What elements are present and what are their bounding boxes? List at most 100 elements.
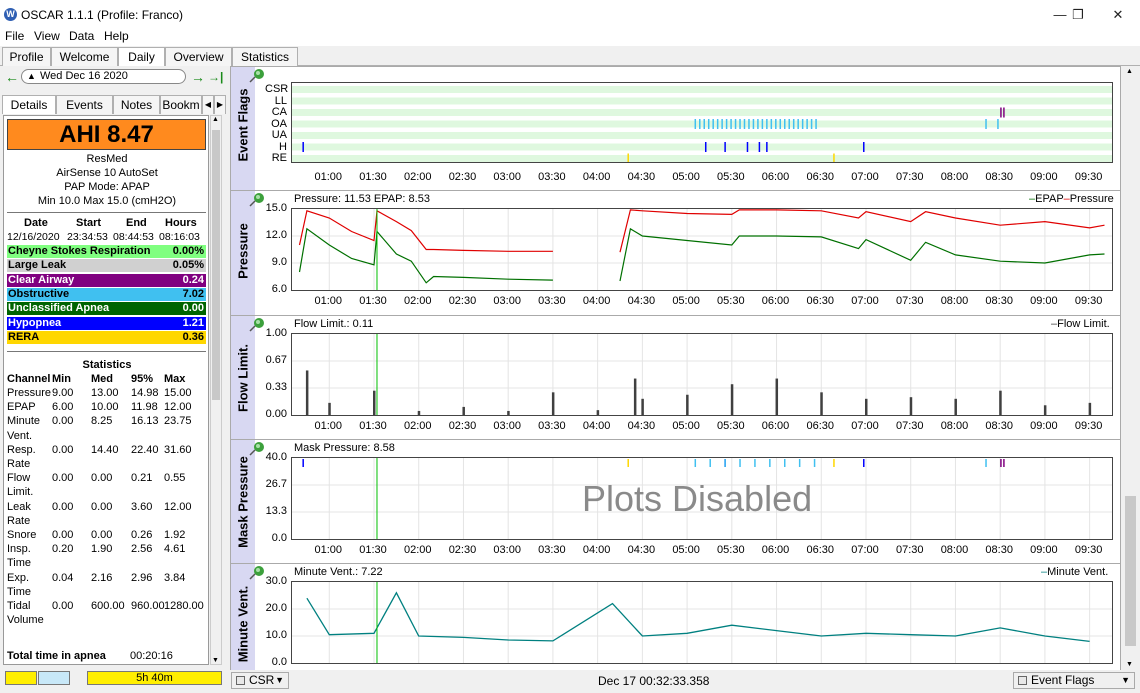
- session-header-hours: Hours: [165, 217, 197, 229]
- pin-icon[interactable]: [249, 565, 266, 580]
- flow-limit-graph[interactable]: Flow Limit. Flow Limit.: 0.11 ‒Flow Limi…: [231, 316, 1120, 440]
- menu-file[interactable]: File: [5, 29, 25, 43]
- checkbox-icon[interactable]: [1018, 676, 1027, 685]
- y-tick-label: 12.0: [265, 229, 287, 241]
- timeline-segment[interactable]: [38, 671, 70, 685]
- event-mark: [730, 119, 732, 129]
- x-tick-label: 04:00: [582, 171, 611, 183]
- session-header-end: End: [126, 217, 147, 229]
- scroll-up-icon[interactable]: ▲: [1126, 68, 1133, 75]
- stats-channel: Rate: [7, 514, 31, 527]
- timeline-segment[interactable]: [5, 671, 37, 685]
- graphs-scrollbar[interactable]: ▲ ▼: [1123, 66, 1138, 670]
- x-tick-label: 04:30: [627, 295, 656, 307]
- minimize-button[interactable]: —: [1053, 7, 1067, 22]
- scroll-thumb[interactable]: [212, 130, 220, 400]
- event-flags-plot[interactable]: [291, 82, 1113, 163]
- tab-scroll-right-icon[interactable]: ▶: [214, 95, 226, 114]
- close-button[interactable]: ✕: [1112, 7, 1124, 22]
- event-mark: [801, 119, 804, 129]
- mask-pressure-plot[interactable]: Plots Disabled: [291, 457, 1113, 540]
- series-line-pressure: [298, 209, 1105, 253]
- stats-channel: Volume: [7, 614, 44, 627]
- x-tick-label: 06:30: [806, 295, 835, 307]
- pin-icon[interactable]: [249, 317, 266, 332]
- y-tick-label: 30.0: [265, 575, 287, 587]
- x-tick-label: 09:30: [1074, 420, 1103, 432]
- flow-limit-legend: ‒Flow Limit.: [1051, 318, 1110, 330]
- tab-bookmarks[interactable]: Bookm: [160, 95, 202, 114]
- x-tick-label: 04:30: [627, 544, 656, 556]
- legend-pressure: Pressure: [1069, 193, 1114, 205]
- stats-p95: 0.21: [131, 472, 153, 485]
- x-tick-label: 02:00: [403, 420, 432, 432]
- tab-overview[interactable]: Overview: [165, 47, 232, 66]
- minute-vent-graph[interactable]: Minute Vent. Minute Vent.: 7.22 ‒Minute …: [231, 564, 1120, 670]
- flow-limit-bar: [686, 394, 689, 415]
- stats-p95: 16.13: [131, 415, 159, 428]
- next-day-icon[interactable]: →: [191, 69, 205, 85]
- graph-select-combo[interactable]: CSR ▼: [231, 672, 289, 689]
- stats-channel: Exp.: [7, 571, 30, 584]
- event-label: Hypopnea: [8, 316, 62, 329]
- pin-icon[interactable]: [249, 441, 266, 456]
- flow-limit-bar: [1043, 405, 1047, 415]
- tab-scroll-left-icon[interactable]: ◀: [202, 95, 214, 114]
- stats-channel: Time: [7, 557, 32, 570]
- prev-day-icon[interactable]: ←: [5, 69, 19, 85]
- scroll-down-icon[interactable]: ▼: [212, 657, 219, 664]
- y-tick-label: 0.00: [265, 408, 287, 420]
- event-mark: [863, 142, 865, 152]
- event-mark: [758, 142, 761, 152]
- details-scrollbar[interactable]: ▲ ▼: [210, 115, 222, 665]
- mask-pressure-ylabel: Mask Pressure: [235, 456, 251, 548]
- x-tick-label: 02:30: [448, 544, 477, 556]
- x-tick-label: 01:30: [359, 420, 387, 432]
- event-mark: [863, 459, 865, 467]
- tab-welcome[interactable]: Welcome: [51, 47, 118, 66]
- event-mark: [734, 119, 737, 129]
- pressure-plot[interactable]: [291, 208, 1113, 291]
- flow-limit-bar: [462, 406, 465, 415]
- scroll-up-icon[interactable]: ▲: [212, 116, 219, 123]
- app-icon: W: [4, 8, 17, 21]
- stats-min: 6.00: [52, 401, 74, 414]
- flow-limit-bar: [775, 378, 779, 415]
- tab-profile[interactable]: Profile: [2, 47, 51, 66]
- flow-limit-bar: [820, 392, 823, 415]
- event-mark: [997, 119, 999, 129]
- pressure-graph[interactable]: Pressure Pressure: 11.53 EPAP: 8.53 ‒EPA…: [231, 191, 1120, 316]
- menu-view[interactable]: View: [34, 29, 60, 43]
- tab-details[interactable]: Details: [2, 95, 56, 114]
- tab-notes[interactable]: Notes: [113, 95, 160, 114]
- x-tick-label: 06:30: [806, 544, 835, 556]
- flow-limit-canvas: [292, 334, 1112, 415]
- scroll-thumb[interactable]: [1125, 496, 1136, 646]
- pin-icon[interactable]: [249, 192, 266, 207]
- tab-daily[interactable]: Daily: [118, 47, 165, 67]
- calendar-toggle-icon[interactable]: ▲: [27, 71, 36, 81]
- mask-pressure-graph[interactable]: Mask Pressure Mask Pressure: 8.58 40.0 26…: [231, 440, 1120, 564]
- details-panel: AHI 8.47 ResMed AirSense 10 AutoSet PAP …: [3, 115, 209, 665]
- x-tick-label: 09:30: [1074, 171, 1103, 183]
- flag-row-label: OA: [271, 117, 287, 130]
- graph-visibility-combo[interactable]: Event Flags ▼: [1013, 672, 1135, 689]
- minute-vent-plot[interactable]: [291, 581, 1113, 664]
- x-tick-label: 08:30: [985, 171, 1013, 183]
- scroll-down-icon[interactable]: ▼: [1126, 661, 1133, 668]
- pin-icon[interactable]: [249, 68, 266, 83]
- pressure-canvas: [292, 209, 1112, 290]
- menu-help[interactable]: Help: [104, 29, 129, 43]
- y-tick-label: 0.0: [271, 532, 287, 544]
- tab-statistics[interactable]: Statistics: [232, 47, 298, 66]
- series-line-epap: [298, 227, 1105, 284]
- checkbox-icon[interactable]: [236, 676, 245, 685]
- flow-limit-plot[interactable]: [291, 333, 1113, 416]
- tab-events[interactable]: Events: [56, 95, 113, 114]
- maximize-button[interactable]: ❐: [1072, 7, 1084, 22]
- date-picker[interactable]: ▲ Wed Dec 16 2020: [21, 69, 186, 84]
- last-day-icon[interactable]: →|: [208, 70, 224, 84]
- menu-data[interactable]: Data: [69, 29, 95, 43]
- x-tick-label: 02:30: [448, 171, 477, 183]
- event-flags-graph[interactable]: Event Flags CSR LL CA OA UA H RE 01:00 01:30 02:…: [231, 67, 1120, 191]
